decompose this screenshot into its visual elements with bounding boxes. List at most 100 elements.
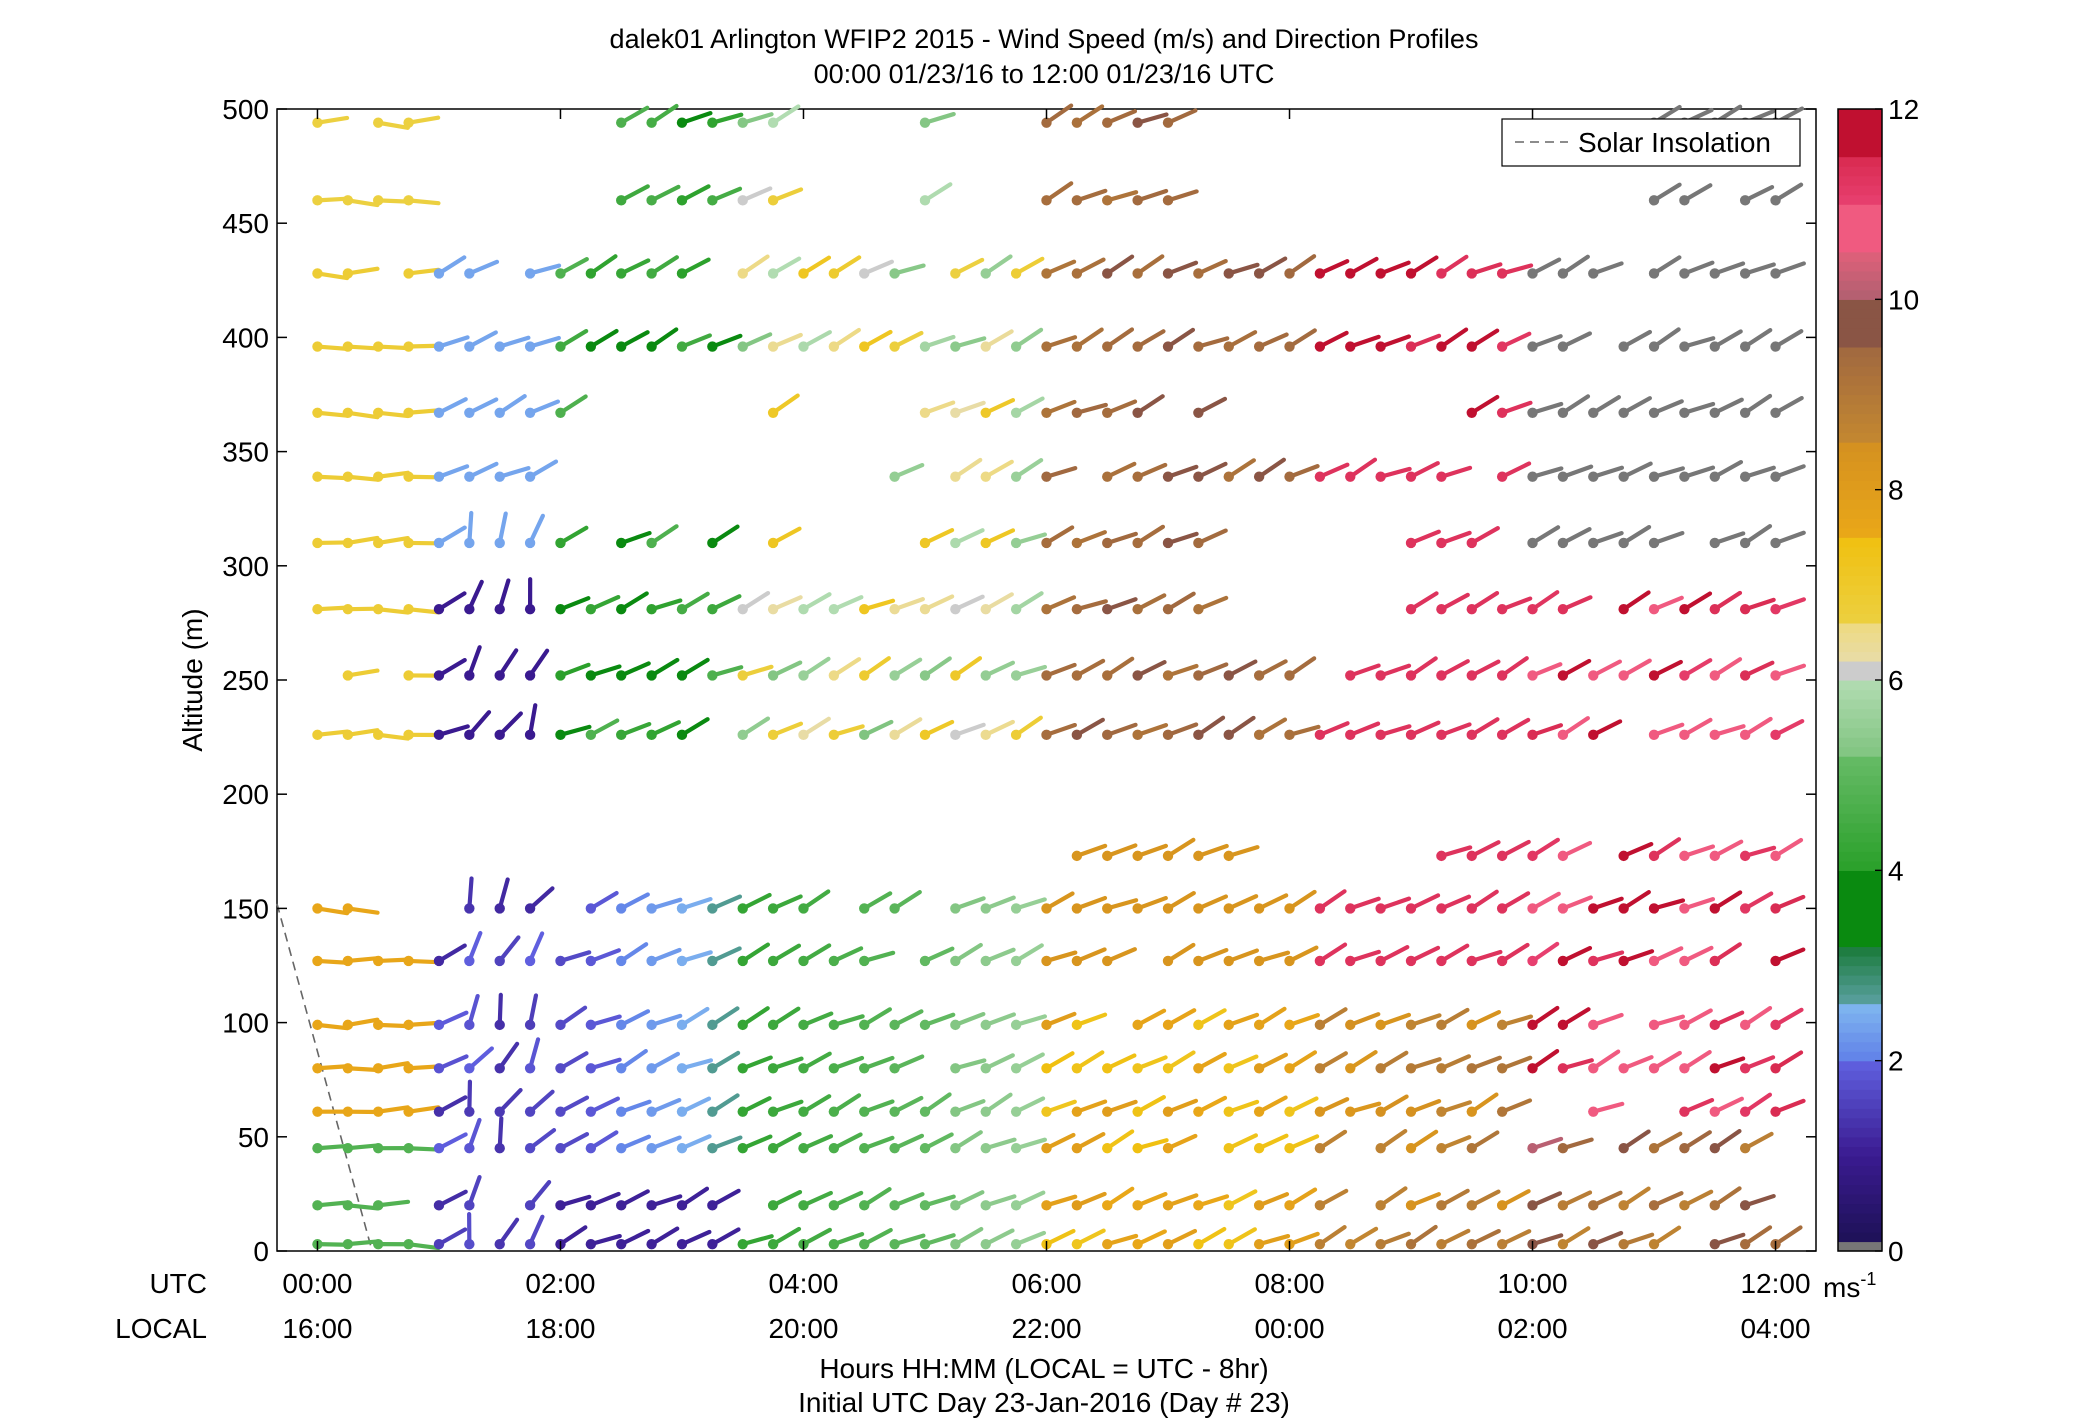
wind-barb-dot [798, 903, 809, 914]
wind-barb-dot [950, 268, 961, 279]
wind-barb-dot [494, 670, 505, 681]
wind-barb-dot [1162, 117, 1174, 128]
wind-barb-dot [1557, 1200, 1569, 1211]
colorbar-segment [1838, 461, 1882, 472]
wind-barb-dot [980, 341, 991, 352]
wind-barb-dot [524, 603, 536, 615]
colorbar-segment [1838, 860, 1882, 871]
wind-barb-dot [1557, 1143, 1569, 1154]
wind-barb-dot [919, 407, 931, 418]
x-axis-ticks: 00:00 16:00 02:00 18:00 04:00 20:00 06:00 22:00… [282, 109, 1811, 1344]
wind-barb-dot [828, 1063, 840, 1074]
wind-barb-dot [1466, 268, 1477, 279]
wind-barb-dot [828, 341, 840, 352]
wind-barb-dot [676, 955, 688, 967]
x-tick-label-local: 04:00 [1740, 1313, 1810, 1344]
wind-barb-dot [616, 117, 627, 128]
wind-barb-dot [312, 537, 323, 549]
wind-barb-dot [1102, 670, 1113, 681]
wind-barb-dot [1314, 471, 1326, 482]
wind-barb-dot [889, 1063, 900, 1074]
wind-barb-dot [494, 407, 505, 418]
colorbar-segment [1838, 166, 1882, 177]
wind-barb-dot [1648, 341, 1660, 352]
wind-barb-dot [555, 407, 566, 418]
wind-barb-dot [342, 1143, 354, 1154]
wind-barb-dot [1436, 603, 1447, 615]
wind-barb-dot [1405, 1019, 1417, 1031]
colorbar-segment [1838, 1231, 1882, 1243]
wind-barb-dot [1010, 1019, 1022, 1031]
wind-barb-dot [798, 341, 809, 352]
colorbar-segment [1838, 898, 1882, 909]
wind-barb-dot [1679, 670, 1690, 681]
wind-barb-dot [373, 603, 384, 615]
colorbar-segment [1838, 128, 1882, 139]
wind-barb-dot [646, 1200, 657, 1211]
wind-barb-dot [464, 729, 475, 741]
wind-barb-dot [524, 1106, 536, 1117]
wind-barb-dot [919, 729, 931, 741]
wind-barb-dot [646, 903, 657, 914]
wind-barb-dot [859, 670, 870, 681]
wind-barb-dot [1557, 407, 1569, 418]
wind-barb-dot [1557, 1063, 1569, 1074]
wind-barb-dot [1162, 195, 1174, 206]
colorbar-segment [1838, 204, 1882, 215]
colorbar-segment [1838, 1022, 1882, 1033]
wind-barb-dot [1739, 603, 1751, 615]
wind-barb-dot [1102, 1238, 1113, 1250]
wind-barb-dot [1679, 341, 1690, 352]
wind-barb-dot [707, 903, 718, 914]
wind-barb-dot [1648, 1200, 1660, 1211]
wind-barb-dot [1466, 537, 1477, 549]
wind-barb-dot [1557, 903, 1569, 914]
colorbar-segment [1838, 936, 1882, 948]
wind-barb-dot [1739, 1200, 1751, 1211]
wind-barb-dot [1709, 603, 1720, 615]
wind-barb-dot [1375, 471, 1386, 482]
wind-barb-dot [403, 268, 414, 279]
wind-barb-dot [494, 603, 505, 615]
wind-barb-dot [767, 117, 779, 128]
wind-barb-dot [1466, 850, 1477, 862]
wind-barb-dot [1648, 1063, 1660, 1074]
colorbar-ticks: 0 2 4 6 8 10 12 [1875, 94, 1919, 1267]
wind-barb-dot [1102, 903, 1113, 914]
wind-barb-dot [616, 603, 627, 615]
wind-barb-dot [1588, 537, 1599, 549]
wind-barb-dot [585, 1106, 597, 1117]
wind-barb-dot [1375, 341, 1386, 352]
colorbar-segment [1838, 185, 1882, 196]
wind-barb-dot [1162, 955, 1174, 967]
wind-barb-dot [1770, 407, 1781, 418]
wind-barb-dot [464, 1200, 475, 1211]
wind-barb-dot [555, 1063, 566, 1074]
wind-barb-dot [1041, 195, 1052, 206]
colorbar-tick-label: 2 [1888, 1046, 1904, 1077]
colorbar-segment [1838, 1203, 1882, 1214]
wind-barb-dot [555, 1106, 566, 1117]
wind-barb-dot [1162, 850, 1174, 862]
wind-barb-dot [1284, 670, 1295, 681]
wind-barb-dot [737, 1063, 748, 1074]
wind-barb-dot [1132, 1200, 1143, 1211]
colorbar-segment [1838, 670, 1882, 681]
wind-barb-dot [494, 729, 505, 741]
wind-barb-dot [464, 537, 475, 549]
wind-barb-dot [464, 955, 475, 967]
wind-barb-dot [980, 1019, 991, 1031]
wind-barb-dot [1466, 1019, 1477, 1031]
wind-barb-dot [1071, 850, 1083, 862]
wind-barb-dot [312, 195, 323, 206]
wind-barb-dot [737, 195, 748, 206]
wind-barb-dot [1436, 1200, 1447, 1211]
wind-barb-dot [403, 1063, 414, 1074]
wind-barb-dot [312, 471, 323, 482]
wind-barb-dot [707, 955, 718, 967]
wind-barb-dot [1314, 1106, 1326, 1117]
wind-barb-dot [312, 1143, 323, 1154]
wind-barb-dot [1162, 1019, 1174, 1031]
colorbar-segment [1838, 1222, 1882, 1233]
wind-barb-dot [1010, 537, 1022, 549]
